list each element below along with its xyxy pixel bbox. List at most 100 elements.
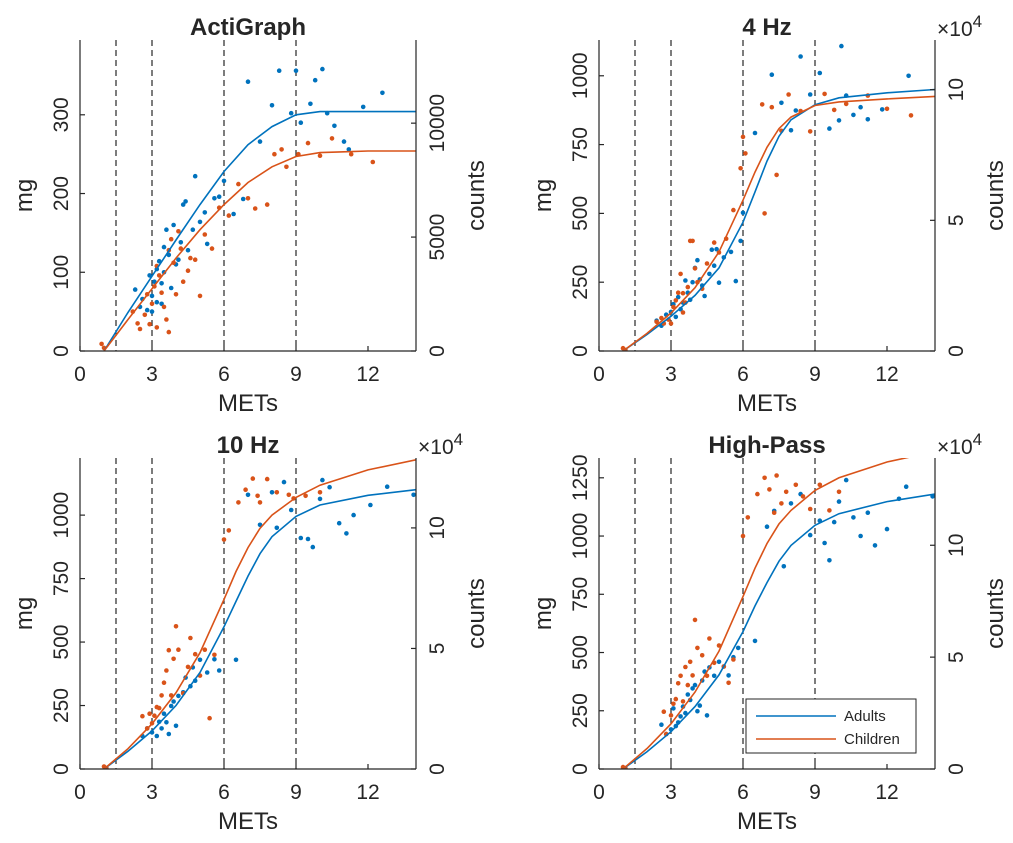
data-point-children — [279, 147, 284, 152]
x-tick-label: 0 — [593, 363, 605, 386]
y2-tick-label: 10 — [945, 534, 968, 557]
x-tick-label: 6 — [218, 781, 230, 804]
x-tick-label: 9 — [290, 363, 302, 386]
y2-tick-label: 0 — [426, 345, 449, 357]
data-point-adults — [346, 147, 352, 152]
data-point-children — [250, 476, 256, 481]
data-point-adults — [308, 101, 313, 107]
data-point-adults — [716, 280, 722, 286]
data-point-children — [661, 709, 667, 714]
legend-adults-label: Adults — [844, 708, 886, 725]
data-point-children — [678, 673, 683, 679]
y-tick-label: 0 — [50, 345, 73, 357]
data-point-children — [159, 693, 164, 698]
data-point-children — [690, 673, 695, 678]
data-point-children — [173, 292, 179, 297]
data-point-children — [152, 713, 157, 718]
y-tick-label: 0 — [569, 345, 592, 357]
data-point-adults — [332, 123, 337, 129]
data-point-adults — [149, 309, 155, 314]
data-point-children — [272, 151, 277, 157]
y-tick-label: 1000 — [569, 52, 592, 99]
y-tick-label: 300 — [50, 97, 73, 132]
y-tick-label: 750 — [50, 561, 73, 596]
data-point-children — [188, 635, 193, 641]
data-point-adults — [344, 531, 349, 536]
data-point-children — [236, 500, 241, 505]
data-point-children — [329, 136, 335, 141]
data-point-adults — [690, 279, 695, 285]
data-point-children — [793, 482, 799, 488]
data-point-adults — [695, 708, 700, 714]
x-axis-label: METs — [737, 808, 797, 835]
data-point-children — [685, 682, 691, 688]
data-point-children — [156, 273, 162, 278]
data-point-children — [212, 652, 217, 658]
data-point-children — [759, 102, 765, 107]
data-point-children — [740, 533, 746, 539]
data-point-adults — [839, 43, 844, 49]
data-point-children — [699, 653, 705, 658]
data-point-children — [185, 268, 191, 274]
data-point-adults — [185, 247, 191, 253]
data-point-adults — [164, 720, 169, 725]
data-point-adults — [161, 244, 167, 250]
data-point-adults — [190, 227, 196, 232]
data-point-children — [178, 246, 184, 251]
data-point-children — [252, 206, 258, 211]
y2-tick-label: 5 — [945, 651, 968, 663]
data-point-adults — [788, 501, 794, 506]
data-point-adults — [231, 211, 236, 217]
data-point-adults — [320, 477, 325, 483]
data-point-children — [161, 304, 167, 310]
data-point-children — [668, 321, 674, 326]
y2-axis-label: counts — [982, 160, 1009, 231]
data-point-children — [176, 647, 181, 652]
data-point-children — [173, 624, 179, 629]
data-point-adults — [714, 246, 719, 252]
data-point-adults — [807, 532, 813, 538]
data-point-adults — [288, 110, 294, 116]
data-point-adults — [202, 210, 208, 215]
data-point-children — [673, 298, 679, 303]
fit-curve-children — [622, 95, 935, 351]
data-point-adults — [707, 271, 712, 277]
data-point-adults — [711, 263, 717, 269]
data-point-children — [707, 636, 712, 641]
data-point-children — [168, 236, 174, 242]
data-point-adults — [738, 238, 743, 244]
data-point-children — [675, 681, 681, 686]
data-point-adults — [298, 120, 304, 125]
x-tick-label: 3 — [146, 781, 158, 804]
data-point-children — [683, 664, 688, 670]
data-point-children — [243, 487, 248, 493]
data-point-adults — [685, 692, 691, 697]
data-point-children — [755, 491, 760, 497]
data-point-children — [137, 326, 143, 332]
y-tick-label: 250 — [569, 693, 592, 728]
data-point-children — [680, 290, 686, 296]
data-point-children — [135, 321, 140, 326]
data-point-children — [774, 172, 779, 178]
data-point-adults — [858, 104, 863, 110]
data-point-children — [731, 657, 736, 662]
data-point-adults — [858, 533, 863, 539]
data-point-adults — [807, 92, 813, 97]
fit-curve-adults — [103, 110, 416, 351]
data-point-children — [680, 699, 686, 704]
data-point-children — [807, 129, 813, 134]
data-point-adults — [327, 484, 332, 490]
fit-curve-children — [103, 150, 416, 351]
data-point-adults — [180, 202, 186, 207]
y-axis-label: mg — [11, 179, 38, 212]
data-point-children — [166, 647, 172, 653]
data-point-adults — [836, 118, 842, 123]
chart-title: 10 Hz — [217, 432, 280, 459]
y-tick-label: 200 — [50, 176, 73, 211]
data-point-adults — [245, 492, 251, 498]
y2-tick-label: 10 — [426, 516, 449, 539]
panel-2: 0 3 6 9 12 0 250 500 750 1000 0 5 10 ×104 4 Hz METs mg co… — [530, 12, 1009, 417]
x-tick-label: 12 — [875, 781, 898, 804]
data-point-children — [305, 140, 311, 146]
data-point-adults — [159, 281, 164, 286]
